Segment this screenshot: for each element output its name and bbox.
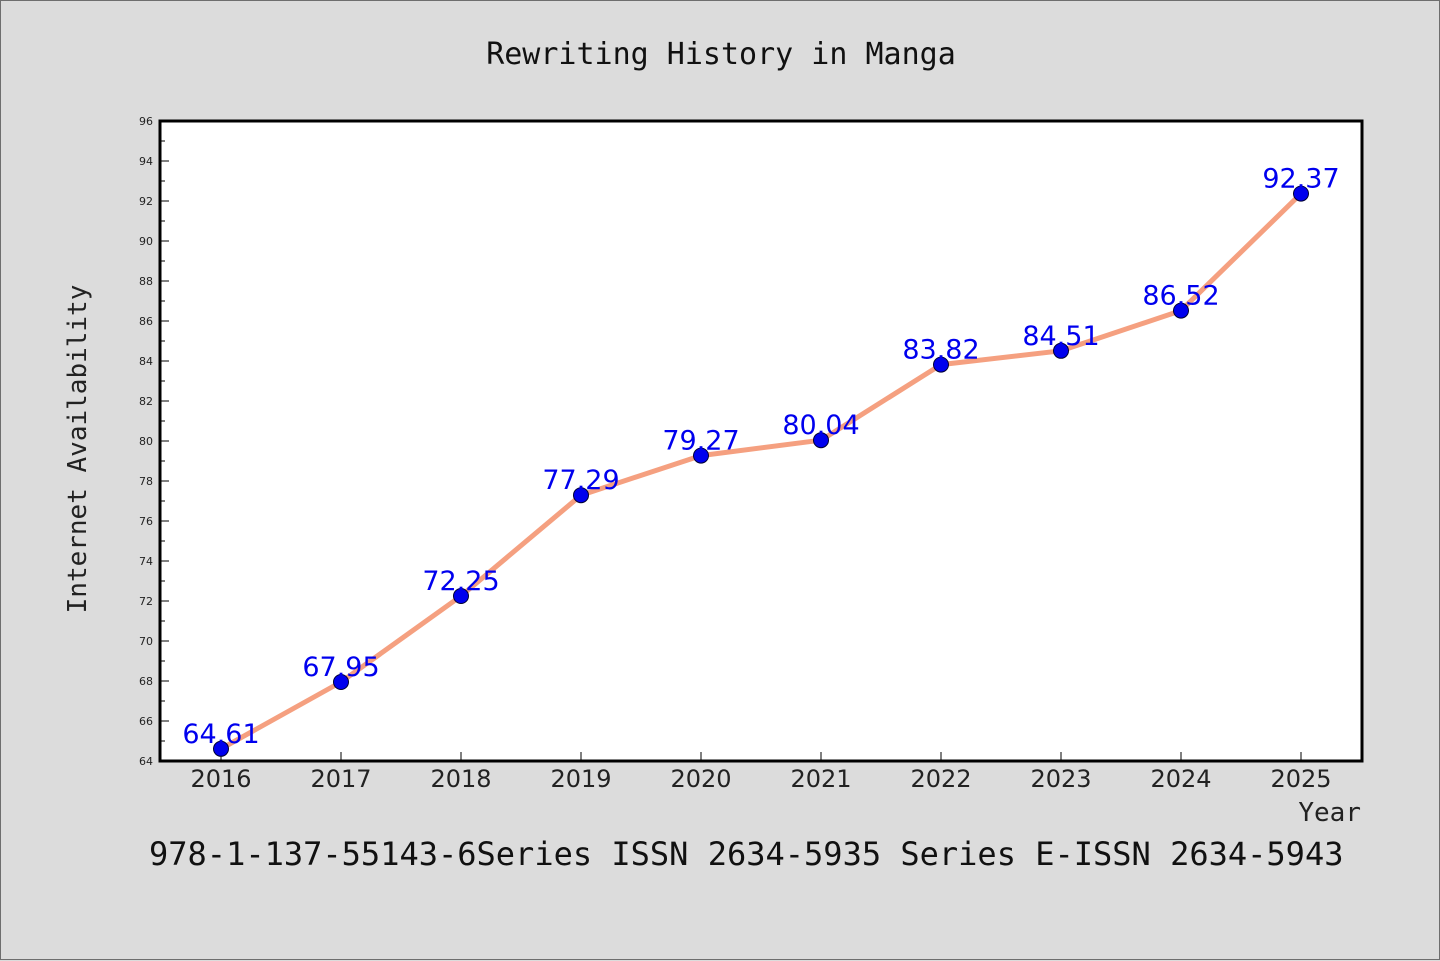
data-point-marker (213, 740, 229, 757)
y-tick-label: 64 (139, 755, 153, 768)
data-point-marker (1173, 302, 1189, 319)
x-tick-label: 2019 (550, 765, 611, 793)
data-label: 72.25 (422, 566, 499, 597)
y-tick-label: 94 (139, 155, 153, 168)
plot-border (158, 119, 1364, 763)
data-label: 86.52 (1142, 281, 1219, 312)
x-tick-label: 2022 (910, 765, 971, 793)
y-tick-label: 68 (139, 675, 153, 688)
data-point-marker (1293, 185, 1309, 202)
data-label: 80.04 (782, 410, 859, 441)
y-axis-label: Internet Availability (63, 285, 93, 614)
data-label: 64.61 (182, 719, 259, 750)
data-label: 77.29 (542, 465, 619, 496)
y-tick-label: 92 (139, 195, 153, 208)
data-point-marker (933, 356, 949, 373)
y-tick-label: 86 (139, 315, 153, 328)
y-tick-label: 76 (139, 515, 153, 528)
data-label: 79.27 (662, 426, 739, 457)
data-label: 83.82 (902, 335, 979, 366)
data-label: 67.95 (302, 652, 379, 683)
y-tick-label: 80 (139, 435, 153, 448)
x-axis-label: Year (1298, 798, 1361, 828)
y-tick-label: 82 (139, 395, 153, 408)
y-tick-label: 72 (139, 595, 153, 608)
x-tick-label: 2023 (1030, 765, 1091, 793)
y-tick-label: 66 (139, 715, 153, 728)
plot-area (160, 121, 1362, 761)
y-tick-label: 70 (139, 635, 153, 648)
y-tick-label: 78 (139, 475, 153, 488)
data-point-marker (813, 432, 829, 449)
x-tick-label: 2025 (1270, 765, 1331, 793)
data-point-marker (693, 447, 709, 464)
data-labels: 64.61 67.95 72.25 77.29 79.27 80.04 83.82 84.51… (182, 164, 1339, 750)
x-tick-label: 2016 (190, 765, 251, 793)
y-axis-ticks: 64 66 68 70 72 74 76 78 80 82 84 86 88 90 92 94 96 (139, 115, 169, 768)
footer-isbn-issn: 978-1-137-55143-6Series ISSN 2634-5935 S… (149, 835, 1343, 873)
y-tick-label: 90 (139, 235, 153, 248)
y-tick-label: 96 (139, 115, 153, 128)
data-point-marker (1053, 342, 1069, 359)
y-tick-label: 84 (139, 355, 153, 368)
x-axis-ticks: 2016 2017 2018 2019 2020 2021 2022 2023 2024 2025 (190, 752, 1332, 793)
x-tick-label: 2018 (430, 765, 491, 793)
x-tick-label: 2020 (670, 765, 731, 793)
chart-title: Rewriting History in Manga (486, 37, 956, 72)
data-label: 84.51 (1022, 321, 1099, 352)
x-tick-label: 2017 (310, 765, 371, 793)
x-tick-label: 2024 (1150, 765, 1211, 793)
y-tick-label: 74 (139, 555, 153, 568)
data-point-marker (333, 674, 349, 690)
data-label: 92.37 (1262, 164, 1339, 195)
data-point-marker (453, 588, 469, 604)
y-tick-label: 88 (139, 275, 153, 288)
series-markers (213, 185, 1309, 757)
data-point-marker (573, 487, 589, 504)
series-line (218, 191, 1304, 752)
x-tick-label: 2021 (790, 765, 851, 793)
